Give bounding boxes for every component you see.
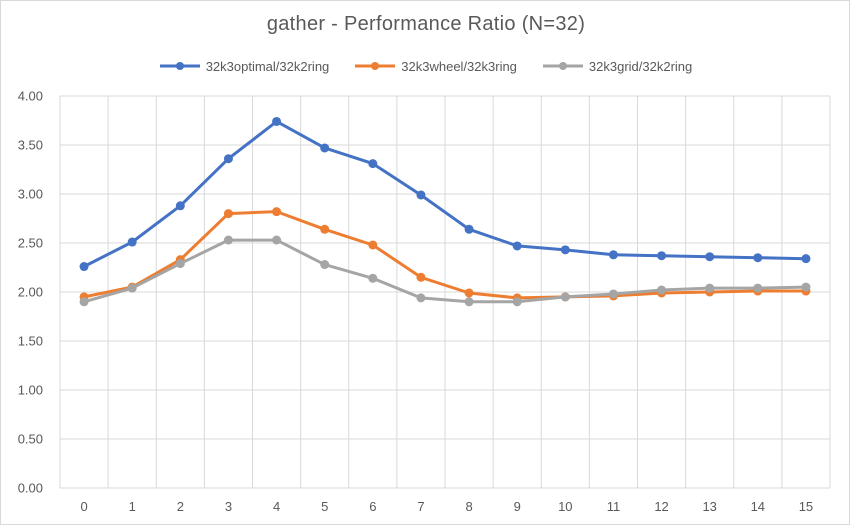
series-1-point — [753, 253, 763, 263]
y-tick-label: 0.00 — [18, 481, 43, 496]
series-1-point — [464, 224, 474, 234]
series-2-point — [464, 288, 474, 298]
legend-marker-2 — [371, 62, 380, 70]
legend-item-1: 32k3optimal/32k2ring — [159, 58, 330, 74]
series-2-point — [368, 240, 378, 250]
x-tick-label: 6 — [369, 499, 376, 514]
series-3-point — [608, 289, 618, 299]
series-1-point — [705, 252, 715, 262]
y-tick-label: 1.00 — [18, 383, 43, 398]
series-3-point — [705, 283, 715, 293]
x-tick-label: 2 — [177, 499, 184, 514]
y-tick-label: 4.00 — [18, 89, 43, 104]
series-1-point — [657, 251, 667, 261]
series-1-point — [79, 262, 89, 272]
series-1-point — [512, 241, 522, 251]
y-tick-label: 2.00 — [18, 285, 43, 300]
series-3-point — [753, 283, 763, 293]
series-2-point — [223, 209, 233, 219]
legend-swatch-3 — [542, 62, 583, 70]
legend-label-1: 32k3optimal/32k2ring — [205, 58, 330, 74]
legend-swatch-2 — [355, 62, 396, 70]
y-tick-label: 2.50 — [18, 236, 43, 251]
series-3-point — [464, 297, 474, 307]
series-1-point — [560, 245, 570, 255]
series-2-point — [416, 272, 426, 282]
x-tick-label: 9 — [514, 499, 521, 514]
legend: 32k3optimal/32k2ring 32k3wheel/32k3ring … — [1, 56, 850, 76]
x-tick-label: 12 — [654, 499, 668, 514]
series-3-point — [368, 273, 378, 283]
series-2-point — [320, 224, 330, 234]
x-tick-label: 14 — [751, 499, 765, 514]
x-tick-label: 11 — [607, 499, 621, 514]
x-tick-label: 10 — [558, 499, 572, 514]
series-1-point — [801, 254, 811, 264]
legend-label-3: 32k3grid/32k2ring — [588, 58, 693, 74]
series-line-1 — [82, 120, 808, 268]
y-tick-label: 0.50 — [18, 432, 43, 447]
series-3-point — [801, 282, 811, 292]
x-tick-label: 4 — [273, 499, 280, 514]
legend-swatch-1 — [159, 62, 200, 70]
x-tick-label: 7 — [417, 499, 424, 514]
series-1-point — [368, 159, 378, 169]
series-1-point — [127, 237, 137, 247]
series-2-point — [272, 207, 282, 217]
x-tick-label: 1 — [129, 499, 136, 514]
legend-marker-3 — [558, 62, 567, 70]
x-tick-label: 8 — [465, 499, 472, 514]
chart-title: gather - Performance Ratio (N=32) — [266, 13, 586, 35]
series-3-point — [657, 285, 667, 295]
series-3-point — [272, 235, 282, 245]
x-tick-label: 15 — [799, 499, 813, 514]
series-line-3 — [82, 238, 808, 304]
legend-item-3: 32k3grid/32k2ring — [542, 58, 693, 74]
x-tick-label: 5 — [321, 499, 328, 514]
series-3-point — [560, 292, 570, 302]
legend-item-2: 32k3wheel/32k3ring — [355, 59, 517, 74]
series-3-point — [223, 235, 233, 245]
series-1-point — [608, 250, 618, 260]
x-tick-label: 0 — [80, 499, 87, 514]
legend-marker-1 — [175, 62, 184, 70]
legend-label-2: 32k3wheel/32k3ring — [401, 58, 517, 74]
y-tick-label: 3.00 — [18, 187, 43, 202]
series-3-point — [512, 297, 522, 307]
series-1-point — [223, 154, 233, 164]
series-3-point — [175, 259, 185, 269]
x-tick-label: 3 — [225, 499, 232, 514]
series-1-point — [320, 143, 330, 153]
series-1-point — [175, 201, 185, 211]
y-tick-label: 3.50 — [18, 138, 43, 153]
series-1-point — [272, 116, 282, 126]
series-3-point — [320, 260, 330, 270]
series-3-point — [79, 297, 89, 307]
series-line-2 — [82, 210, 808, 300]
series-1-point — [416, 190, 426, 200]
x-tick-label: 13 — [702, 499, 716, 514]
y-tick-label: 1.50 — [18, 334, 43, 349]
series-3-point — [127, 283, 137, 293]
series-3-point — [416, 293, 426, 303]
